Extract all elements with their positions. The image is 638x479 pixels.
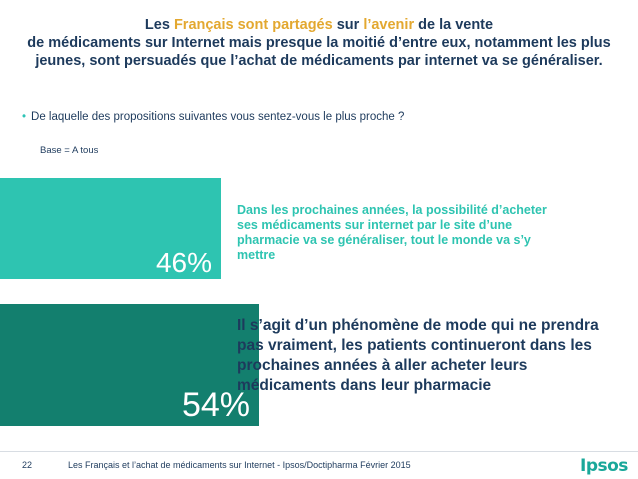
footer-source: Les Français et l’achat de médicaments s… [68,460,411,470]
ipsos-logo: Ipsos [580,456,628,476]
title-line-1: Les Français sont partagés sur l’avenir … [0,16,638,34]
title-text: de la vente [414,17,494,33]
survey-question: • De laquelle des propositions suivantes … [22,111,404,123]
question-text: De laquelle des propositions suivantes v… [31,111,405,123]
bar-value-label: 46% [155,247,212,278]
base-note: Base = A tous [40,145,99,156]
footer-divider [0,451,638,452]
page-number: 22 [22,460,33,470]
title-text: Les [144,17,174,33]
slide-title: Les Français sont partagés sur l’avenir … [0,16,638,70]
bullet-icon: • [22,111,27,123]
bar-2: 54% [0,304,259,426]
title-highlight: l’avenir [363,17,415,33]
title-highlight: Français sont partagés [173,17,333,33]
bar-value-label: 54% [181,386,250,424]
title-text: sur [332,17,364,33]
title-line-3: jeunes, sont persuadés que l’achat de mé… [35,53,603,69]
bar-category-label: Dans les prochaines années, la possibili… [237,203,547,262]
logo-text: Ipsos [580,456,628,476]
title-line-2: de médicaments sur Internet mais presque… [27,35,611,51]
bar-1: 46% [0,178,221,279]
bar-category-label: Il s’agit d’un phénomène de mode qui ne … [237,317,599,394]
